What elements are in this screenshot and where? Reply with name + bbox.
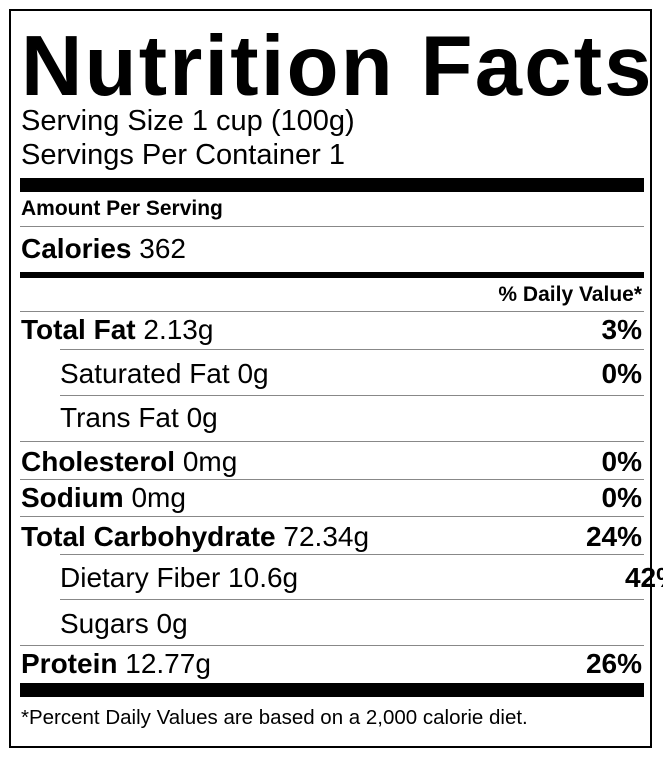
nutrient-dv: 0% — [601, 358, 642, 389]
nutrient-label: Total Fat — [21, 314, 136, 345]
nutrient-label: Total Carbohydrate — [21, 521, 276, 552]
nutrient-label: Protein — [21, 648, 118, 679]
nutrient-row-sugars: Sugars 0g — [60, 607, 642, 641]
nutrient-amount: 0g — [237, 358, 269, 389]
nutrient-row-trans-fat: Trans Fat 0g — [60, 401, 642, 435]
divider — [20, 516, 644, 517]
amount-per-serving: Amount Per Serving — [21, 197, 223, 220]
nutrient-dv: 26% — [585, 648, 642, 679]
nutrient-label: Dietary Fiber — [60, 562, 221, 593]
nutrient-dv: 0% — [601, 446, 642, 477]
nutrient-amount: 2.13g — [143, 314, 214, 345]
nutrient-row-protein: Protein 12.77g 26% — [21, 647, 642, 681]
thick-divider — [20, 683, 644, 697]
nutrient-amount: 12.77g — [125, 648, 211, 679]
divider — [20, 479, 644, 480]
nutrient-amount: 0g — [186, 402, 218, 433]
nutrient-row-total-fat: Total Fat 2.13g 3% — [21, 313, 642, 347]
nutrition-label: Nutrition Facts Serving Size 1 cup (100g… — [9, 9, 663, 748]
divider — [20, 226, 644, 227]
calories-row: Calories 362 — [21, 232, 642, 266]
nutrient-amount: 0mg — [131, 482, 186, 513]
divider — [60, 554, 644, 555]
nutrient-label: Sugars — [60, 608, 149, 639]
serving-size: Serving Size 1 cup (100g) — [21, 105, 355, 137]
nutrient-label: Saturated Fat — [60, 358, 230, 389]
nutrient-label: Sodium — [21, 482, 124, 513]
nutrient-label: Trans Fat — [60, 402, 179, 433]
divider — [20, 645, 644, 646]
medium-divider — [20, 272, 644, 278]
nutrient-row-sodium: Sodium 0mg 0% — [21, 481, 642, 515]
divider — [60, 599, 644, 600]
footnote: *Percent Daily Values are based on a 2,0… — [21, 706, 528, 729]
label-title: Nutrition Facts — [21, 19, 654, 114]
calories-value: 362 — [139, 233, 186, 264]
divider — [60, 395, 644, 396]
divider — [20, 441, 644, 442]
nutrient-amount: 0mg — [182, 446, 238, 477]
nutrient-row-total-carbohydrate: Total Carbohydrate 72.34g 24% — [21, 520, 642, 554]
nutrient-dv: 24% — [585, 521, 642, 552]
calories-label: Calories — [21, 233, 132, 264]
nutrient-dv: 42% — [624, 562, 663, 593]
servings-per-container: Servings Per Container 1 — [21, 139, 345, 171]
daily-value-header: % Daily Value* — [498, 283, 642, 306]
divider — [20, 311, 644, 312]
nutrient-label: Cholesterol — [21, 446, 176, 477]
nutrient-amount: 72.34g — [283, 521, 370, 552]
nutrient-row-saturated-fat: Saturated Fat 0g 0% — [60, 357, 642, 391]
nutrient-amount: 10.6g — [228, 562, 299, 593]
nutrient-row-cholesterol: Cholesterol 0mg 0% — [21, 445, 642, 479]
nutrient-dv: 3% — [601, 314, 642, 345]
nutrient-dv: 0% — [601, 482, 642, 513]
nutrient-amount: 0g — [156, 608, 188, 639]
divider — [60, 349, 644, 350]
thick-divider — [20, 178, 644, 192]
nutrient-row-dietary-fiber: Dietary Fiber 10.6g 42% — [60, 561, 663, 595]
